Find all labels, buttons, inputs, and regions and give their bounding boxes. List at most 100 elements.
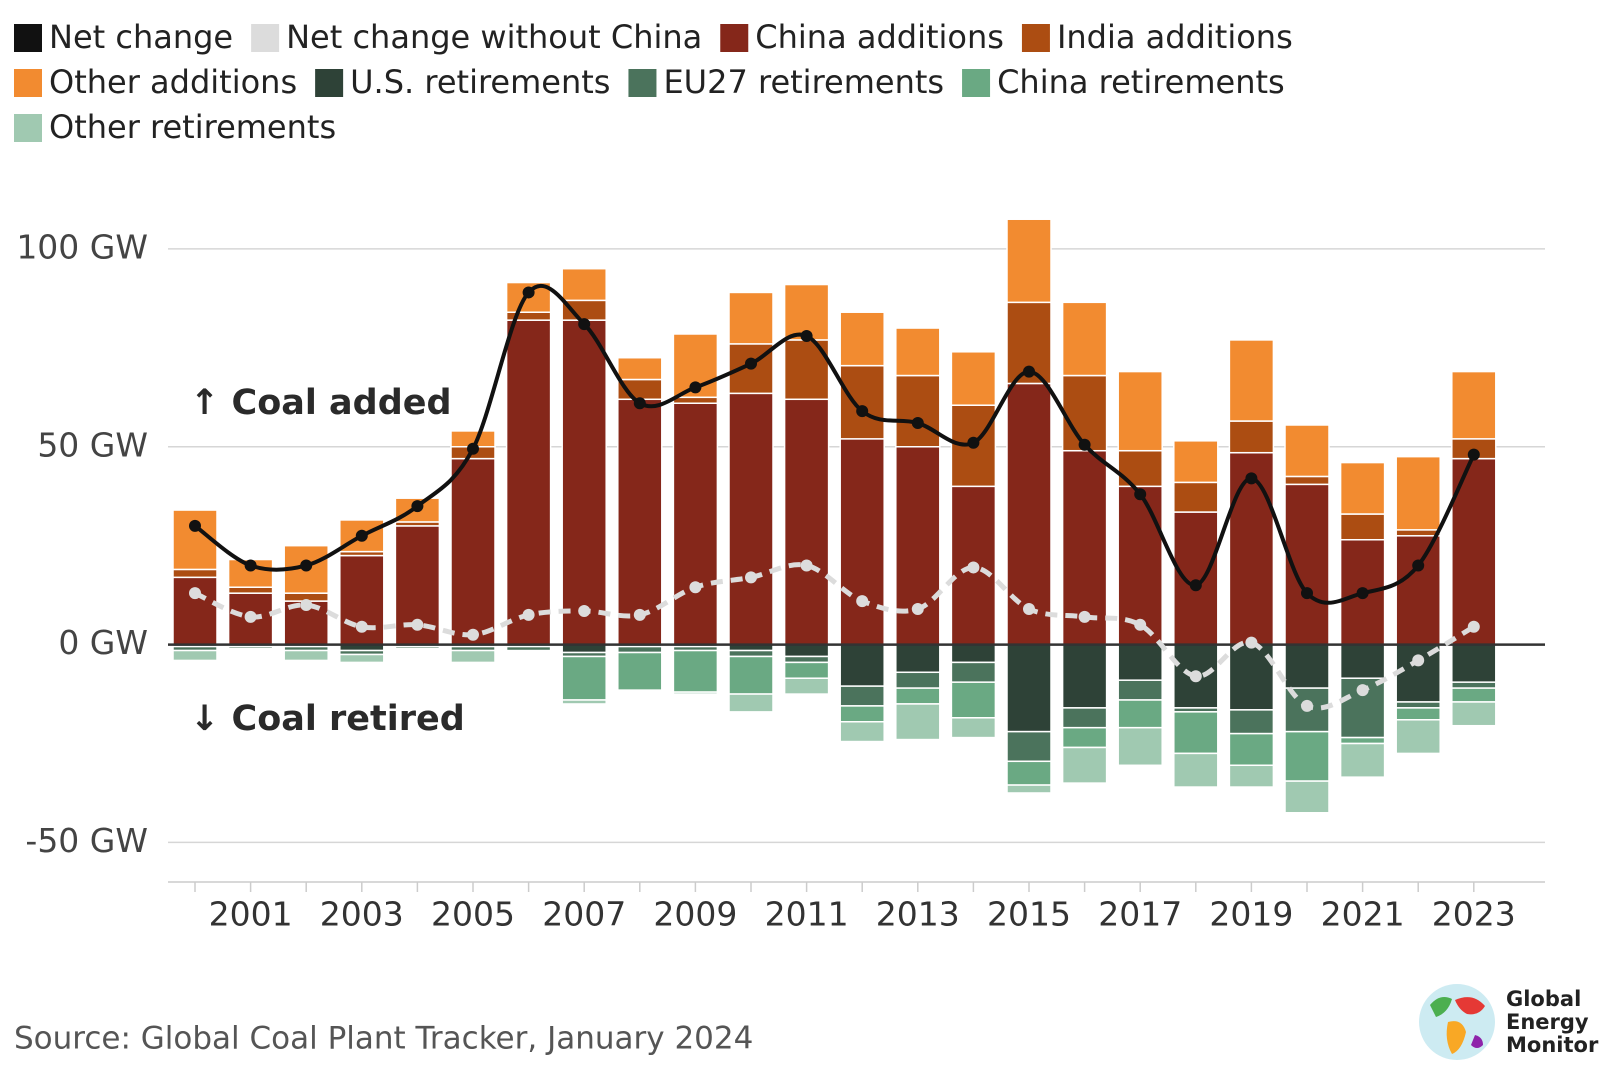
bar-segment: [728, 693, 774, 713]
line-point: [1189, 579, 1202, 592]
line-point: [355, 529, 368, 542]
bar-segment: [895, 671, 941, 689]
bar-segment: [450, 649, 496, 664]
bar-segment: [172, 649, 218, 662]
logo-shape: [1446, 1021, 1466, 1054]
annotation: ↓ Coal retired: [190, 699, 465, 739]
x-tick-label: 2001: [209, 895, 293, 934]
line-point: [189, 519, 201, 532]
bar-segment: [561, 655, 607, 701]
bar-segment: [839, 438, 885, 646]
x-tick-label: 2021: [1321, 895, 1405, 934]
bar-segment: [1451, 701, 1497, 727]
annotation: ↑ Coal added: [190, 383, 452, 423]
bar-segment: [1061, 746, 1108, 784]
x-tick-label: 2005: [431, 895, 515, 934]
line-point: [856, 405, 869, 418]
bar-segment: [783, 398, 830, 646]
bar-segment: [839, 643, 885, 687]
logo-shape: [1455, 997, 1485, 1015]
line-point: [1301, 699, 1313, 712]
bar-segment: [617, 645, 663, 654]
x-tick-label: 2007: [542, 895, 626, 934]
x-tick-label: 2011: [765, 895, 849, 934]
legend-item: Net change: [14, 18, 233, 56]
legend-swatch: [720, 24, 749, 52]
legend-item: China additions: [720, 18, 1004, 56]
bar-segment: [1451, 681, 1497, 689]
y-tick-label: 100 GW: [16, 227, 148, 266]
x-tick-label: 2023: [1432, 895, 1516, 934]
logo-text: Monitor: [1506, 1033, 1599, 1057]
legend-item: China retirements: [962, 63, 1285, 101]
line-point: [689, 581, 702, 594]
legend-item: India additions: [1021, 18, 1293, 56]
logo-shape: [1471, 1035, 1483, 1048]
bar-segment: [505, 319, 552, 646]
bar-segment: [1451, 687, 1497, 703]
line-point: [244, 559, 257, 572]
x-tick-label: 2017: [1098, 895, 1182, 934]
bar-segment: [672, 649, 719, 693]
legend-label: Other additions: [49, 63, 297, 101]
bar-segment: [1006, 784, 1052, 794]
bar-segment: [839, 705, 885, 723]
bar-segment: [505, 645, 552, 652]
x-tick-label: 2015: [987, 895, 1071, 934]
line-point: [1467, 620, 1480, 633]
bar-segment: [1395, 455, 1441, 531]
bar-segment: [950, 643, 997, 664]
y-tick-label: 0 GW: [58, 623, 148, 662]
bar-segment: [1284, 780, 1330, 814]
line-point: [1189, 670, 1202, 683]
line-point: [800, 559, 813, 572]
bar-segment: [561, 299, 607, 321]
bar-segment: [1117, 726, 1163, 767]
bar-segment: [1228, 339, 1275, 422]
line-point: [856, 595, 869, 608]
bar-segment: [728, 392, 774, 646]
bar-segment: [227, 645, 274, 650]
legend-label: Net change: [49, 18, 233, 56]
x-tick-label: 2019: [1209, 895, 1293, 934]
line-point: [1412, 559, 1425, 572]
legend-swatch: [628, 69, 657, 97]
bar-segment: [950, 351, 997, 406]
bar-segment: [1006, 218, 1052, 304]
bar-segment: [1395, 701, 1441, 709]
bar-segment: [1117, 370, 1163, 452]
bar-segment: [1339, 461, 1386, 515]
legend-label: U.S. retirements: [350, 63, 610, 101]
bar-segment: [895, 327, 941, 377]
line-point: [1356, 587, 1369, 600]
bar-segment: [950, 681, 997, 719]
line-point: [522, 608, 535, 621]
bar-segment: [950, 661, 997, 683]
bar-segment: [1451, 643, 1497, 683]
bar-segment: [172, 568, 218, 579]
bar-segment: [1006, 760, 1052, 786]
bar-segment: [839, 311, 885, 367]
bar-segment: [1117, 679, 1163, 701]
line-point: [689, 381, 702, 394]
line-point: [911, 417, 924, 430]
bar-segment: [1228, 709, 1275, 735]
bar-segment: [728, 655, 774, 695]
bar-segment: [450, 457, 496, 646]
y-tick-label: -50 GW: [25, 821, 148, 860]
bar-segment: [895, 703, 941, 741]
source: Source: Global Coal Plant Tracker, Janua…: [14, 1021, 753, 1057]
bar-segment: [1006, 643, 1052, 733]
bar-segment: [339, 653, 385, 664]
legend-swatch: [251, 24, 280, 52]
bar-segment: [1284, 730, 1330, 782]
bar-segment: [1061, 643, 1108, 709]
line-point: [578, 318, 591, 331]
bar-segment: [394, 645, 441, 650]
x-tick-label: 2013: [876, 895, 960, 934]
legend-swatch: [962, 69, 991, 97]
line-point: [800, 329, 813, 342]
legend-label: India additions: [1057, 18, 1293, 56]
